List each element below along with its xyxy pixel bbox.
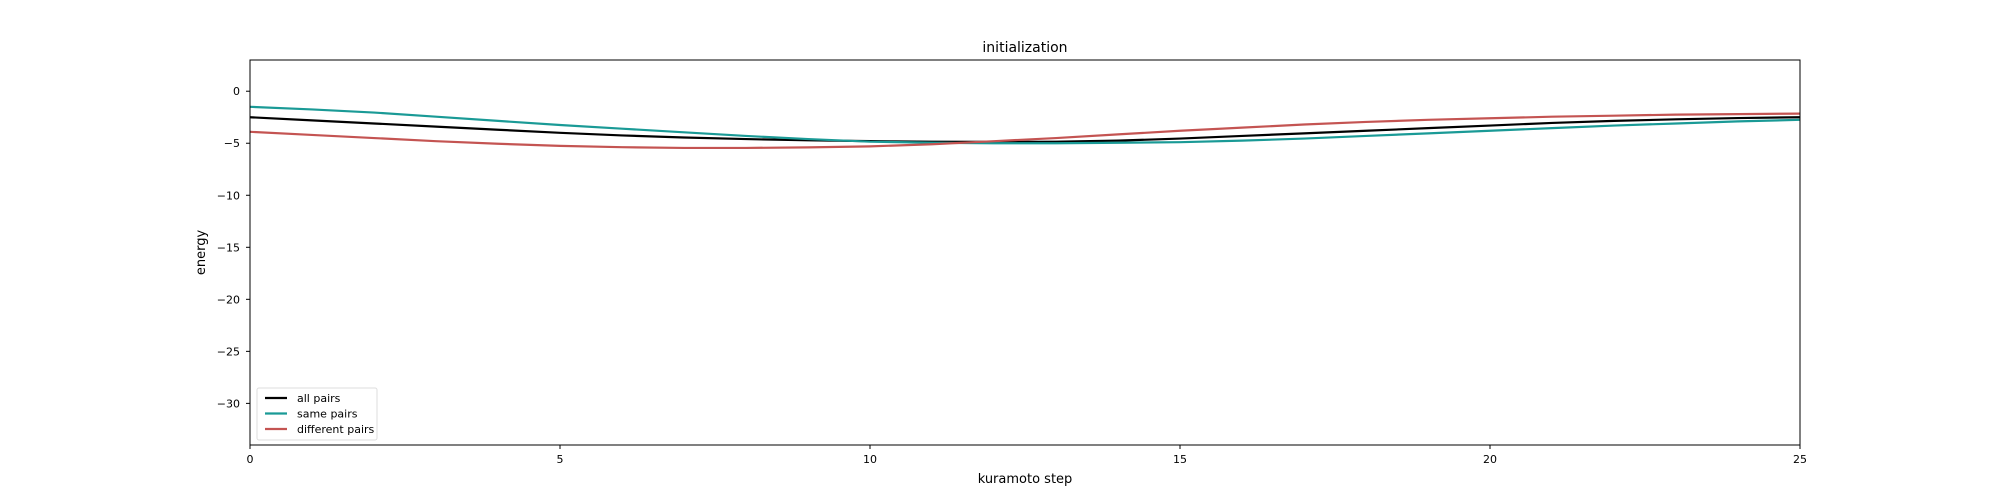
x-axis-label: kuramoto step [978, 472, 1073, 487]
y-tick-label: −30 [217, 397, 240, 410]
y-tick-label: −20 [217, 293, 240, 306]
chart-title: initialization [982, 40, 1067, 56]
y-tick-label: −10 [217, 189, 240, 202]
legend-label-all-pairs: all pairs [297, 392, 341, 405]
legend-box [256, 387, 378, 441]
x-tick-label: 15 [1173, 453, 1187, 466]
series-line-different-pairs [249, 112, 1801, 150]
series-layer [249, 105, 1801, 150]
y-axis-label: energy [194, 230, 209, 276]
series-line-same-pairs [249, 105, 1801, 145]
y-tick-label: 0 [233, 85, 240, 98]
y-tick-label: −25 [217, 345, 240, 358]
x-tick-label: 25 [1793, 453, 1807, 466]
x-tick-label: 0 [247, 453, 254, 466]
plot-frame [249, 59, 1801, 446]
legend-label-same-pairs: same pairs [297, 408, 358, 421]
legend-label-different-pairs: different pairs [297, 423, 375, 436]
series-line-all-pairs [249, 116, 1801, 143]
x-tick-label: 5 [557, 453, 564, 466]
y-tick-label: −5 [224, 137, 240, 150]
x-axis: 0 5 10 15 20 25 [247, 445, 1807, 466]
x-tick-label: 20 [1483, 453, 1497, 466]
legend: all pairs same pairs different pairs [256, 387, 378, 441]
y-tick-label: −15 [217, 241, 240, 254]
x-tick-label: 10 [863, 453, 877, 466]
y-axis: 0 −5 −10 −15 −20 −25 −30 [217, 85, 250, 410]
